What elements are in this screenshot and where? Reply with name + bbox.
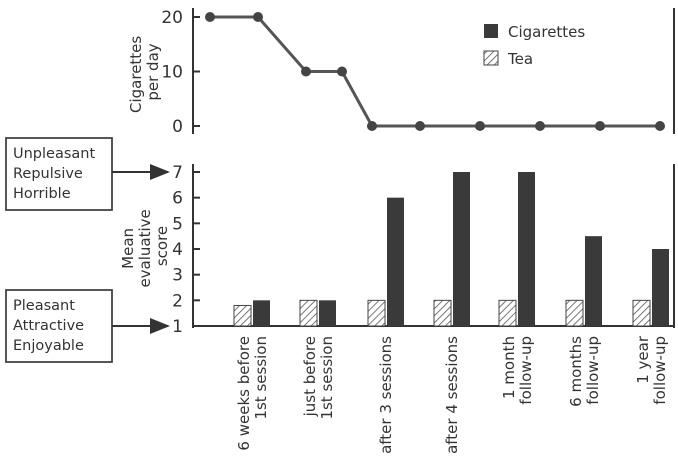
legend: Cigarettes Tea	[483, 23, 585, 68]
annotation-top-line2: Repulsive	[13, 166, 83, 182]
cigarettes-line	[210, 15, 660, 128]
annotation-top: Unpleasant Repulsive Horrible	[5, 137, 170, 211]
cigarettes-point	[253, 12, 263, 22]
annotation-top-line1: Unpleasant	[13, 146, 95, 162]
cigarettes-point	[595, 121, 605, 131]
annotation-bottom-box	[5, 289, 113, 363]
bar-cigarettes	[319, 300, 336, 326]
annotation-bottom-line3: Enjoyable	[13, 338, 84, 354]
bars	[233, 172, 669, 327]
bar-tea	[233, 304, 252, 327]
bar-tea	[498, 299, 517, 327]
top-y-axis-label: Cigarettes per day	[127, 31, 162, 113]
bar-tea	[367, 299, 386, 327]
bottom-y-tick-label: 3	[172, 266, 183, 286]
cigarettes-point	[205, 12, 215, 22]
top-y-ticks: 0 10 20	[161, 8, 200, 137]
annotation-bottom-line1: Pleasant	[13, 298, 75, 314]
bottom-y-ticks: 1 2 3 4 5 6 7	[172, 163, 200, 337]
cigarettes-point	[535, 121, 545, 131]
annotation-bottom: Pleasant Attractive Enjoyable	[5, 289, 170, 363]
category-label: after 4 sessions	[443, 336, 461, 454]
legend-label-tea: Tea	[507, 50, 533, 68]
category-label: just before1st session	[301, 336, 336, 420]
top-panel: 0 10 20 Cigarettes per day	[127, 8, 675, 137]
bottom-panel: 1 2 3 4 5 6 7 Mean evaluative score 6 weeks be…	[119, 163, 675, 454]
bar-cigarettes	[253, 300, 270, 326]
category-label: 1 monthfollow-up	[500, 336, 535, 405]
category-label: after 3 sessions	[377, 336, 395, 454]
cigarettes-point	[367, 121, 377, 131]
bar-tea	[565, 299, 584, 327]
bottom-y-tick-label: 7	[172, 163, 183, 183]
cigarettes-point	[301, 66, 311, 77]
cigarettes-point	[337, 66, 347, 77]
cigarettes-point	[475, 121, 485, 131]
category-labels: 6 weeks before1st session just before1st …	[235, 335, 669, 454]
category-label: 1 yearfollow-up	[634, 335, 669, 405]
bar-tea	[433, 299, 452, 327]
bottom-y-tick-label: 5	[172, 214, 183, 234]
annotation-top-box	[5, 137, 113, 211]
bar-tea	[299, 299, 318, 327]
bar-cigarettes	[453, 172, 470, 326]
top-y-tick-label: 10	[161, 63, 183, 83]
category-label: 6 weeks before1st session	[235, 336, 270, 451]
cigarettes-points	[205, 12, 665, 131]
cigarettes-point	[655, 121, 665, 131]
legend-swatch-cigarettes	[484, 24, 498, 38]
cigarettes-point	[415, 121, 425, 131]
bottom-y-axis-label: Mean evaluative score	[119, 204, 171, 287]
top-y-tick-label: 20	[161, 8, 183, 28]
legend-label-cigarettes: Cigarettes	[508, 23, 585, 41]
category-label: 6 monthsfollow-up	[567, 336, 602, 407]
bottom-y-tick-label: 6	[172, 189, 183, 209]
bottom-y-tick-label: 2	[172, 291, 183, 311]
bar-cigarettes	[652, 249, 669, 326]
bar-cigarettes	[518, 172, 535, 326]
annotation-top-line3: Horrible	[13, 186, 71, 202]
legend-swatch-tea	[483, 50, 499, 66]
bottom-y-tick-label: 1	[172, 317, 183, 337]
top-y-tick-label: 0	[172, 117, 183, 137]
bar-tea	[632, 299, 651, 327]
bottom-y-tick-label: 4	[172, 240, 183, 260]
bar-cigarettes	[387, 197, 404, 326]
bar-cigarettes	[585, 236, 602, 326]
annotation-bottom-line2: Attractive	[13, 318, 84, 334]
